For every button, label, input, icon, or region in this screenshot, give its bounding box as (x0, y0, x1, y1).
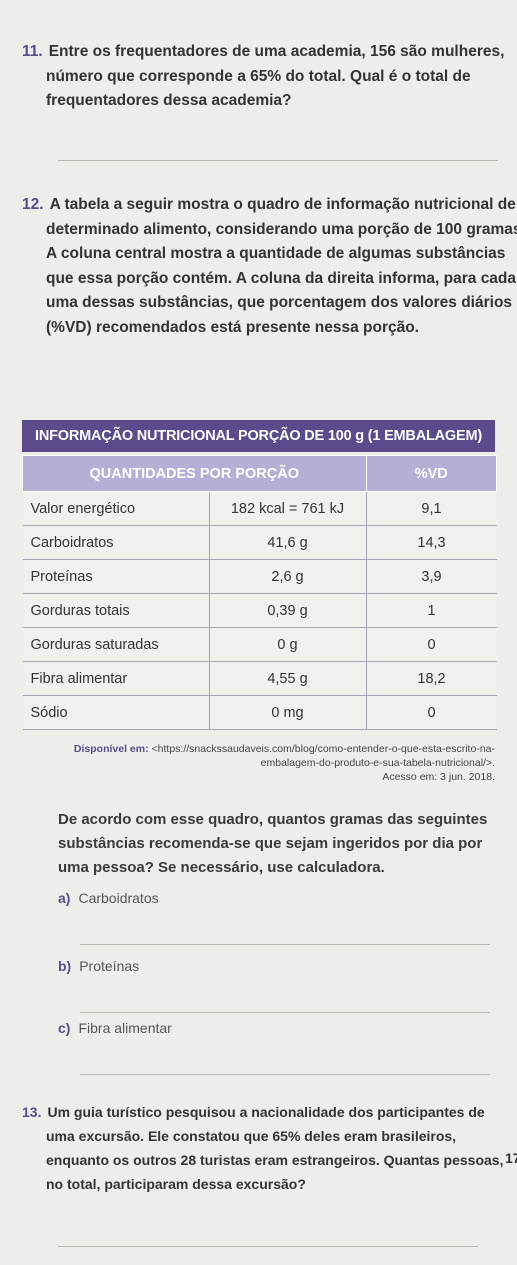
question-12-number: 12. (22, 196, 44, 213)
row-vd: 3,9 (365, 559, 497, 594)
question-12-prompt: De acordo com esse quadro, quantos grama… (58, 811, 488, 876)
nutrition-table: QUANTIDADES POR PORÇÃO %VD Valor energét… (22, 455, 497, 730)
row-vd: 18,2 (365, 661, 497, 696)
row-name: Valor energético (22, 491, 209, 526)
question-13-text: Um guia turístico pesquisou a nacionalid… (46, 1104, 504, 1192)
row-amount: 2,6 g (208, 559, 366, 594)
table-row: Proteínas 2,6 g 3,9 (22, 559, 497, 594)
row-name: Proteínas (22, 559, 209, 594)
row-vd: 14,3 (365, 525, 497, 560)
question-11-text: Entre os frequentadores de uma academia,… (46, 43, 505, 109)
row-amount: 0 mg (208, 695, 366, 730)
table-row: Gorduras totais 0,39 g 1 (22, 593, 497, 628)
row-vd: 0 (365, 695, 497, 730)
item-a: a) Carboidratos (58, 890, 159, 906)
answer-line-13[interactable] (58, 1246, 478, 1247)
row-name: Sódio (22, 695, 209, 730)
item-text: Fibra alimentar (78, 1020, 172, 1036)
item-c: c) Fibra alimentar (58, 1020, 172, 1036)
row-amount: 0,39 g (208, 593, 366, 628)
question-11: 11. Entre os frequentadores de uma academ… (22, 40, 517, 114)
answer-line-a[interactable] (80, 944, 490, 945)
source-access: Acesso em: 3 jun. 2018. (382, 771, 495, 783)
question-11-number: 11. (22, 43, 43, 60)
question-12: 12. A tabela a seguir mostra o quadro de … (22, 193, 517, 340)
item-text: Carboidratos (78, 890, 159, 906)
margin-number: 17 (505, 1150, 517, 1166)
table-row: Gorduras saturadas 0 g 0 (22, 627, 497, 662)
item-letter: b) (58, 958, 72, 974)
row-name: Gorduras saturadas (22, 627, 209, 662)
row-vd: 9,1 (365, 491, 497, 526)
item-letter: c) (58, 1020, 71, 1036)
row-vd: 1 (365, 593, 497, 628)
source-url[interactable]: <https://snackssaudaveis.com/blog/como-e… (151, 743, 495, 769)
answer-line-11[interactable] (58, 160, 498, 161)
table-row: Fibra alimentar 4,55 g 18,2 (22, 661, 497, 696)
row-name: Gorduras totais (22, 593, 209, 628)
table-row: Valor energético 182 kcal = 761 kJ 9,1 (22, 491, 497, 526)
row-name: Fibra alimentar (22, 661, 209, 696)
row-amount: 0 g (208, 627, 366, 662)
source-prefix: Disponível em: (73, 743, 149, 755)
item-text: Proteínas (79, 958, 140, 974)
row-amount: 182 kcal = 761 kJ (208, 491, 366, 526)
header-vd: %VD (365, 455, 497, 492)
question-13: 13. Um guia turístico pesquisou a naciona… (22, 1100, 516, 1196)
row-name: Carboidratos (22, 525, 209, 560)
item-letter: a) (58, 890, 71, 906)
question-13-number: 13. (22, 1104, 42, 1120)
question-12-text: A tabela a seguir mostra o quadro de inf… (46, 196, 517, 336)
row-vd: 0 (365, 627, 497, 662)
row-amount: 41,6 g (208, 525, 366, 560)
table-row: Sódio 0 mg 0 (22, 695, 497, 730)
answer-line-c[interactable] (80, 1074, 490, 1075)
row-amount: 4,55 g (208, 661, 366, 696)
table-row: Carboidratos 41,6 g 14,3 (22, 525, 497, 560)
source-citation: Disponível em: <https://snackssaudaveis.… (22, 742, 495, 784)
table-title: INFORMAÇÃO NUTRICIONAL PORÇÃO DE 100 g (… (22, 420, 495, 452)
header-quantities: QUANTIDADES POR PORÇÃO (22, 455, 367, 492)
item-b: b) Proteínas (58, 958, 139, 974)
answer-line-b[interactable] (80, 1012, 490, 1013)
